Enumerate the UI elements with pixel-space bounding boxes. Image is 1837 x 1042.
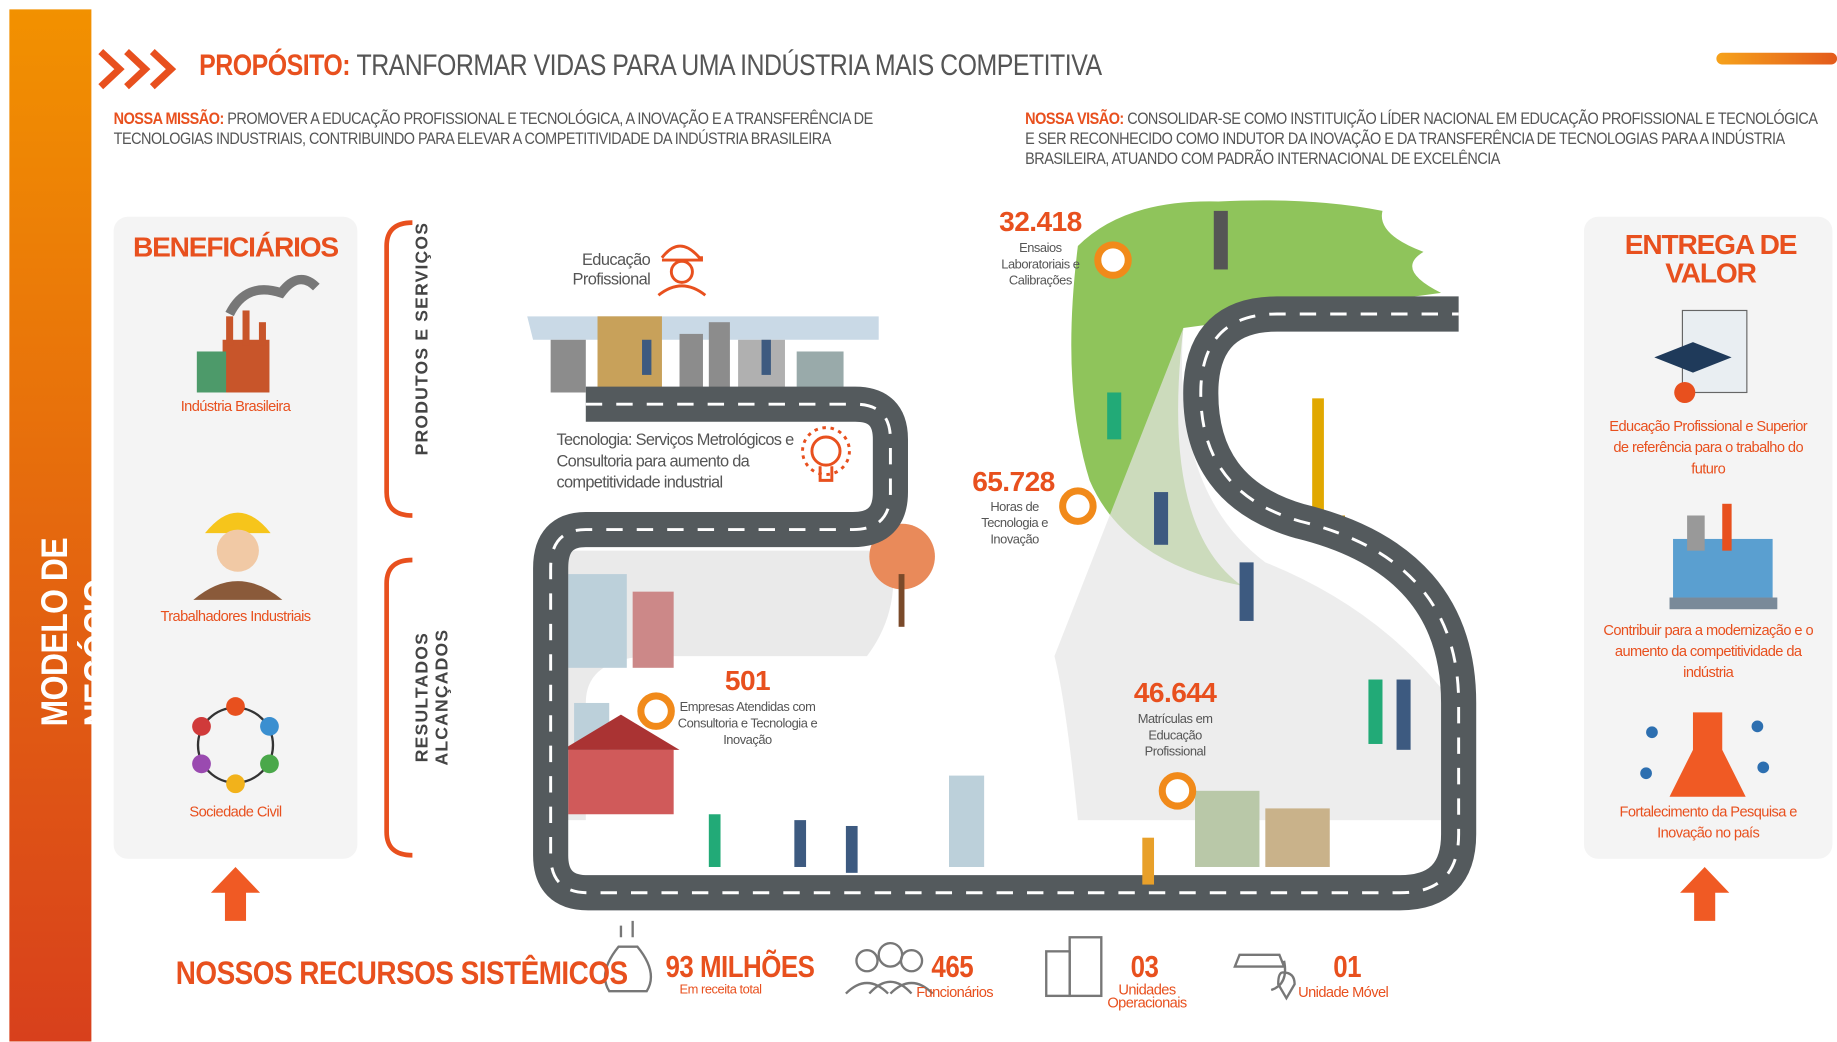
result-label: Ensaios Laboratoriais e Calibrações (994, 240, 1088, 289)
value-label: Fortalecimento da Pesquisa e Inovação no… (1611, 801, 1805, 843)
mission-label: NOSSA MISSÃO: (114, 110, 224, 129)
resource-label: Funcionários (916, 984, 993, 1000)
value-label: Educação Profissional e Superior de refe… (1605, 416, 1811, 479)
result-label: Empresas Atendidas com Consultoria e Tec… (677, 699, 818, 748)
sidebar-title: MODELO DE NEGÓCIO (33, 398, 120, 727)
vision-label: NOSSA VISÃO: (1025, 110, 1124, 129)
resource-value: 01 (1333, 949, 1361, 985)
result-value: 32.418 (982, 206, 1099, 239)
road-label: Tecnologia: Serviços Metrológicos e Cons… (557, 429, 803, 492)
result-value: 65.728 (955, 466, 1072, 499)
resource-value: 03 (1131, 949, 1159, 985)
top-accent (1716, 53, 1837, 65)
mission: NOSSA MISSÃO: PROMOVER A EDUCAÇÃO PROFIS… (114, 110, 891, 150)
bracket-label: PRODUTOS E SERVIÇOS (412, 204, 432, 473)
purpose-label: PROPÓSITO: (199, 49, 350, 82)
brackets (387, 223, 413, 856)
result-value: 46.644 (1117, 677, 1234, 710)
beneficiary-label: Trabalhadores Industriais (114, 606, 358, 627)
resource-label: Unidades Operacionais (1101, 984, 1192, 1010)
result-label: Horas de Tecnologia e Inovação (970, 499, 1059, 548)
beneficiaries-title: BENEFICIÁRIOS (114, 232, 358, 265)
value-label: Contribuir para a modernização e o aumen… (1599, 620, 1817, 683)
vision-text: CONSOLIDAR-SE COMO INSTITUIÇÃO LÍDER NAC… (1025, 110, 1817, 169)
value-title: ENTREGA DE VALOR (1617, 232, 1804, 288)
resources-title: NOSSOS RECURSOS SISTÊMICOS (176, 955, 628, 992)
resource-label: Unidade Móvel (1298, 984, 1388, 1000)
purpose: PROPÓSITO: TRANFORMAR VIDAS PARA UMA IND… (199, 49, 1095, 83)
resource-label: Em receita total (656, 982, 785, 998)
purpose-text: TRANFORMAR VIDAS PARA UMA INDÚSTRIA MAIS… (356, 49, 1101, 82)
chevrons (101, 52, 171, 87)
result-value: 501 (689, 665, 806, 698)
resource-value: 465 (931, 949, 973, 985)
beneficiary-label: Indústria Brasileira (114, 396, 358, 417)
vision: NOSSA VISÃO: CONSOLIDAR-SE COMO INSTITUI… (1025, 110, 1822, 170)
mission-text: PROMOVER A EDUCAÇÃO PROFISSIONAL E TECNO… (114, 110, 873, 149)
bracket-label: RESULTADOS ALCANÇADOS (412, 562, 452, 831)
resource-value: 93 MILHÕES (665, 949, 814, 985)
infographic: MODELO DE NEGÓCIO PROPÓSITO: TRANFORMAR … (0, 0, 1837, 1042)
beneficiary-label: Sociedade Civil (114, 801, 358, 822)
result-label: Matrículas em Educação Profissional (1125, 711, 1226, 760)
page: MODELO DE NEGÓCIO PROPÓSITO: TRANFORMAR … (0, 0, 1837, 1041)
road-label: Educação Profissional (551, 250, 651, 290)
